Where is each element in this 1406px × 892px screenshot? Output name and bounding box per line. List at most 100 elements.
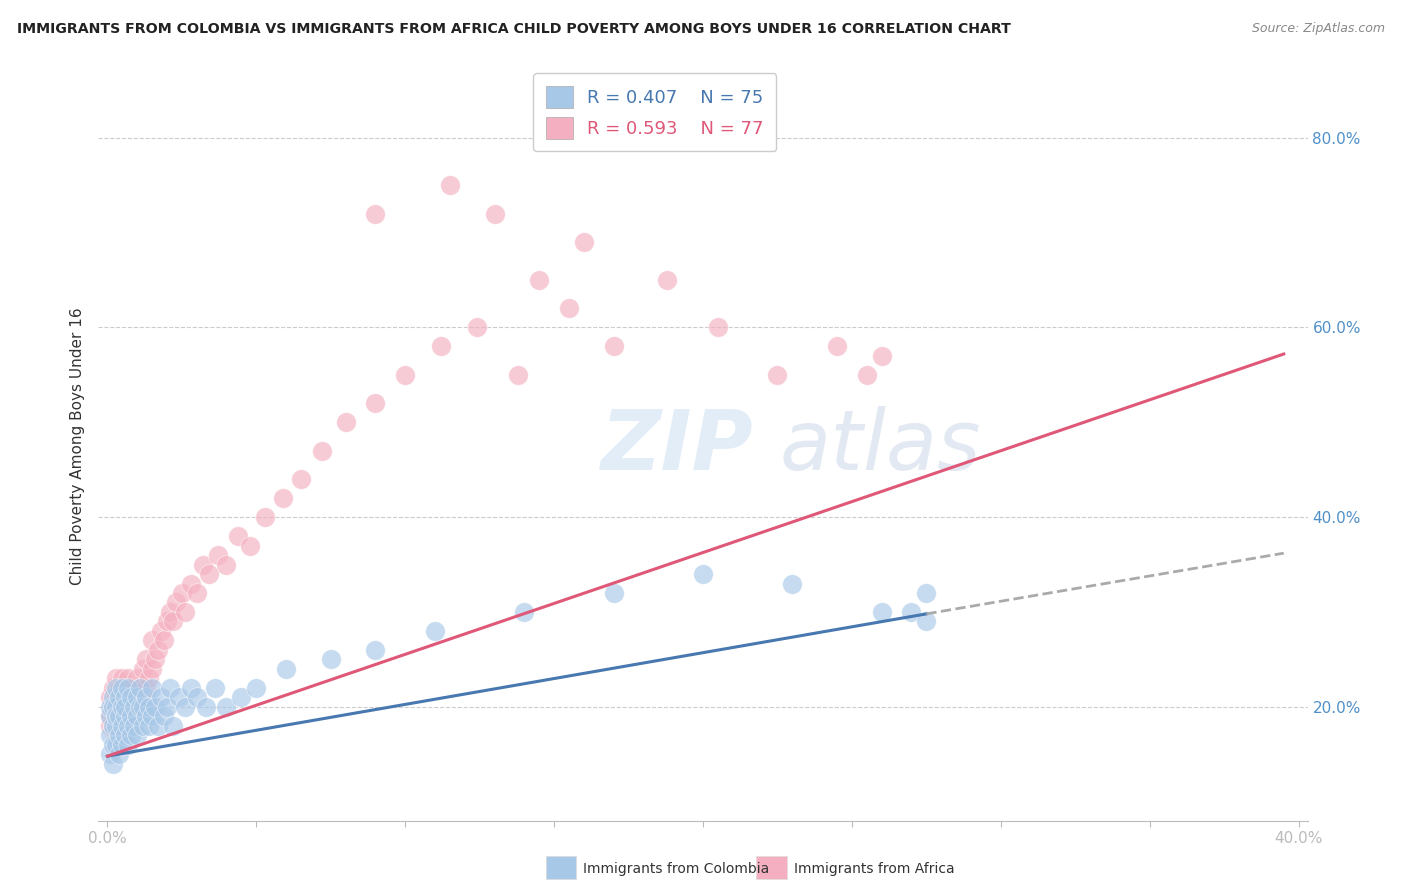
Point bbox=[98, 709, 121, 723]
Text: IMMIGRANTS FROM COLOMBIA VS IMMIGRANTS FROM AFRICA CHILD POVERTY AMONG BOYS UNDE: IMMIGRANTS FROM COLOMBIA VS IMMIGRANTS F… bbox=[17, 22, 1011, 37]
Point bbox=[707, 320, 730, 334]
Point bbox=[141, 633, 163, 648]
Point bbox=[254, 510, 277, 524]
Point bbox=[111, 681, 134, 695]
Point bbox=[527, 273, 550, 287]
Point bbox=[127, 690, 149, 705]
Point bbox=[105, 672, 128, 686]
Point bbox=[900, 605, 922, 619]
Point bbox=[146, 643, 169, 657]
Point bbox=[98, 747, 121, 762]
Point bbox=[135, 652, 157, 666]
Point bbox=[120, 709, 142, 723]
Point bbox=[215, 699, 238, 714]
Point bbox=[105, 709, 128, 723]
Point bbox=[915, 586, 938, 600]
Point bbox=[290, 472, 312, 486]
Point bbox=[167, 690, 190, 705]
Point bbox=[180, 681, 202, 695]
Point bbox=[319, 652, 342, 666]
Point bbox=[117, 681, 139, 695]
Text: atlas: atlas bbox=[779, 406, 981, 486]
Point bbox=[120, 728, 142, 742]
Point bbox=[103, 699, 125, 714]
Point bbox=[108, 681, 131, 695]
Point bbox=[129, 699, 152, 714]
Point bbox=[120, 699, 142, 714]
Point bbox=[364, 396, 387, 410]
Point bbox=[766, 368, 789, 382]
Point bbox=[423, 624, 446, 638]
Point bbox=[692, 567, 714, 582]
Point bbox=[129, 699, 152, 714]
Y-axis label: Child Poverty Among Boys Under 16: Child Poverty Among Boys Under 16 bbox=[69, 307, 84, 585]
Point bbox=[141, 662, 163, 676]
Point bbox=[129, 681, 152, 695]
Point bbox=[108, 728, 131, 742]
Point bbox=[572, 235, 595, 249]
Point bbox=[156, 699, 179, 714]
Point bbox=[103, 681, 125, 695]
Point bbox=[170, 586, 193, 600]
Point bbox=[231, 690, 253, 705]
Point bbox=[105, 690, 128, 705]
Point bbox=[105, 681, 128, 695]
Point bbox=[111, 709, 134, 723]
Point bbox=[558, 301, 581, 316]
Text: Source: ZipAtlas.com: Source: ZipAtlas.com bbox=[1251, 22, 1385, 36]
Point bbox=[120, 690, 142, 705]
Point bbox=[103, 756, 125, 771]
Point bbox=[439, 178, 461, 193]
Point bbox=[197, 567, 219, 582]
Point bbox=[239, 539, 262, 553]
Point bbox=[173, 699, 195, 714]
Point bbox=[602, 339, 624, 353]
Point bbox=[394, 368, 416, 382]
Point bbox=[165, 595, 187, 609]
Point bbox=[129, 681, 152, 695]
Point bbox=[132, 699, 155, 714]
Point bbox=[186, 690, 208, 705]
Text: Immigrants from Colombia: Immigrants from Colombia bbox=[583, 862, 769, 876]
Point bbox=[143, 652, 166, 666]
Point bbox=[122, 699, 145, 714]
Legend: R = 0.407    N = 75, R = 0.593    N = 77: R = 0.407 N = 75, R = 0.593 N = 77 bbox=[533, 73, 776, 152]
Point bbox=[143, 699, 166, 714]
Point bbox=[111, 690, 134, 705]
Point bbox=[114, 699, 136, 714]
Point bbox=[159, 605, 181, 619]
Point bbox=[103, 738, 125, 752]
Point bbox=[513, 605, 536, 619]
Point bbox=[117, 738, 139, 752]
Point bbox=[204, 681, 226, 695]
Point bbox=[98, 690, 121, 705]
Point bbox=[103, 719, 125, 733]
Point bbox=[271, 491, 294, 505]
Point bbox=[153, 633, 176, 648]
Point bbox=[856, 368, 879, 382]
Point bbox=[114, 728, 136, 742]
Point bbox=[162, 719, 184, 733]
Point bbox=[98, 699, 121, 714]
Point bbox=[127, 728, 149, 742]
Point bbox=[156, 615, 179, 629]
Point bbox=[117, 672, 139, 686]
Point bbox=[98, 728, 121, 742]
Point bbox=[180, 576, 202, 591]
Point bbox=[335, 415, 357, 429]
Point bbox=[127, 709, 149, 723]
Point bbox=[114, 709, 136, 723]
Point bbox=[135, 690, 157, 705]
Point bbox=[657, 273, 679, 287]
Point bbox=[105, 728, 128, 742]
Point bbox=[149, 624, 172, 638]
Point bbox=[364, 643, 387, 657]
Point bbox=[122, 690, 145, 705]
Point bbox=[111, 738, 134, 752]
Point bbox=[122, 709, 145, 723]
Point bbox=[484, 206, 506, 220]
Point bbox=[138, 672, 160, 686]
Point bbox=[915, 615, 938, 629]
Point bbox=[127, 690, 149, 705]
Point bbox=[114, 719, 136, 733]
